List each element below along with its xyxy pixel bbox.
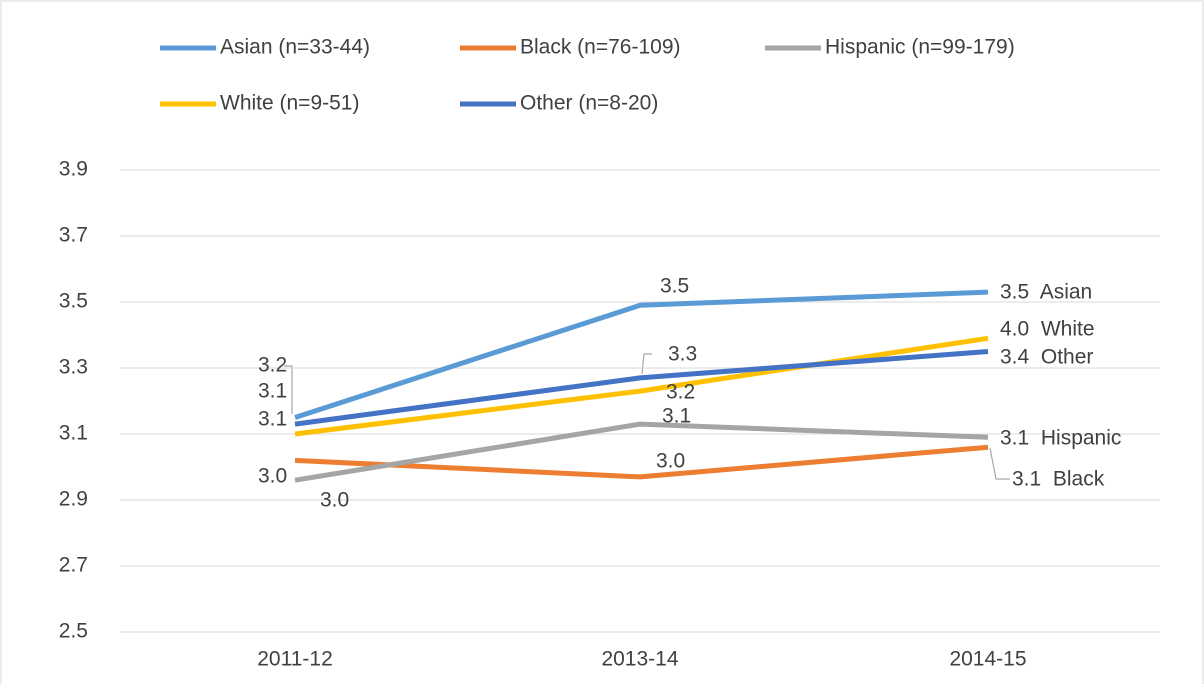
legend-label: Hispanic (n=99-179) bbox=[825, 36, 1015, 59]
y-tick-label: 3.5 bbox=[59, 290, 88, 313]
data-label: 4.0 White bbox=[1000, 318, 1095, 341]
x-tick-label: 2013-14 bbox=[601, 648, 678, 671]
data-label: 3.3 bbox=[668, 343, 697, 366]
y-tick-label: 3.3 bbox=[59, 356, 88, 379]
y-tick-label: 3.7 bbox=[59, 224, 88, 247]
data-label: 3.1 bbox=[258, 380, 287, 403]
data-label: 3.5 Asian bbox=[1000, 281, 1092, 304]
x-tick-label: 2011-12 bbox=[257, 648, 333, 671]
leader-line bbox=[989, 447, 1010, 480]
data-label: 3.1 Black bbox=[1012, 468, 1105, 491]
y-tick-label: 3.1 bbox=[59, 422, 88, 445]
series-line bbox=[294, 444, 989, 480]
leader-line bbox=[641, 353, 652, 375]
data-label: 3.4 Other bbox=[1000, 346, 1093, 369]
series-line bbox=[294, 421, 989, 483]
data-label: 3.2 bbox=[666, 381, 695, 404]
leader-lines bbox=[284, 353, 1010, 480]
data-label: 3.0 bbox=[656, 450, 685, 473]
x-tick-label: 2014-15 bbox=[949, 648, 1026, 671]
leader-line bbox=[284, 365, 293, 414]
legend-label: Black (n=76-109) bbox=[520, 36, 681, 59]
y-tick-label: 2.9 bbox=[59, 488, 88, 511]
y-tick-label: 2.7 bbox=[59, 554, 88, 577]
data-label: 3.1 bbox=[258, 408, 287, 431]
legend-label: Asian (n=33-44) bbox=[220, 36, 370, 59]
data-label: 3.1 bbox=[662, 405, 691, 428]
data-label: 3.2 bbox=[258, 354, 287, 377]
series-line bbox=[294, 349, 989, 427]
legend-label: Other (n=8-20) bbox=[520, 92, 658, 115]
data-label: 3.0 bbox=[320, 489, 349, 512]
series-line bbox=[294, 335, 989, 437]
data-label: 3.5 bbox=[660, 275, 689, 298]
data-label: 3.1 Hispanic bbox=[1000, 427, 1121, 450]
legend-label: White (n=9-51) bbox=[220, 92, 359, 115]
y-tick-label: 3.9 bbox=[59, 158, 88, 181]
data-label: 3.0 bbox=[258, 465, 287, 488]
y-tick-label: 2.5 bbox=[59, 620, 88, 643]
series-line bbox=[294, 289, 989, 420]
